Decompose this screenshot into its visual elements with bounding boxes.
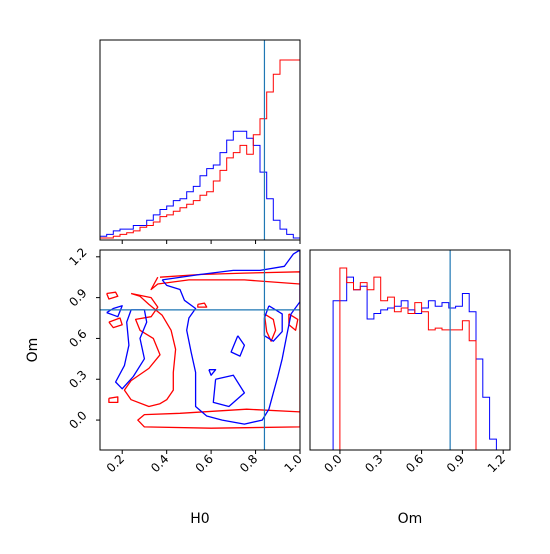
contour-red-3 <box>108 317 123 329</box>
contour-ytick-label-3: 0.9 <box>66 286 89 309</box>
om-xtick-label-1: 0.3 <box>362 452 385 475</box>
contour-xtick-label-0: 0.2 <box>104 452 127 475</box>
contour-xtick-label-4: 1.0 <box>281 452 304 475</box>
contour-red-6 <box>108 396 119 404</box>
contour-ytick-label-4: 1.2 <box>66 245 89 268</box>
contour-blue-12 <box>230 335 246 357</box>
h0-histogram-panel <box>99 39 301 244</box>
contour-red-4 <box>263 313 277 342</box>
y-axis-label-om: Om <box>25 338 41 363</box>
x-axis-label-om: Om <box>398 511 423 527</box>
om-histogram-panel: 0.0 0.3 0.6 0.9 1.2 <box>309 249 511 475</box>
h0-om-contour-panel: 0.2 0.4 0.6 0.8 1.0 0.0 0.3 0.6 0.9 1.2 <box>66 245 305 475</box>
om-hist-frame <box>309 249 511 451</box>
contour-blue-9 <box>114 309 148 390</box>
contour-red-2 <box>106 291 119 300</box>
contour-ytick-label-1: 0.3 <box>66 368 89 391</box>
h0-hist-frame <box>99 39 301 241</box>
contour-red-7 <box>197 302 208 308</box>
contour-ytick-label-0: 0.0 <box>66 408 89 431</box>
h0-hist-red-series <box>100 59 300 239</box>
contour-red-1 <box>123 292 177 408</box>
x-axis-label-h0: H0 <box>190 511 209 527</box>
contour-frame <box>99 249 301 451</box>
contour-blue-8 <box>161 250 300 425</box>
contour-xtick-label-1: 0.4 <box>148 452 171 475</box>
om-hist-red-series <box>326 267 504 450</box>
om-xtick-label-3: 0.9 <box>444 452 467 475</box>
contour-red-5 <box>288 313 299 331</box>
om-xtick-label-0: 0.0 <box>321 452 344 475</box>
h0-hist-blue-series <box>100 130 300 239</box>
contour-xtick-label-2: 0.6 <box>193 452 216 475</box>
contour-blue-14 <box>208 369 217 376</box>
contour-ytick-label-2: 0.6 <box>66 327 89 350</box>
contour-xtick-label-3: 0.8 <box>237 452 260 475</box>
contour-red-0 <box>137 271 300 429</box>
om-xtick-label-2: 0.6 <box>403 452 426 475</box>
contour-blue-11 <box>212 374 246 408</box>
om-xtick-label-4: 1.2 <box>485 452 508 475</box>
contour-blue-13 <box>106 305 123 318</box>
